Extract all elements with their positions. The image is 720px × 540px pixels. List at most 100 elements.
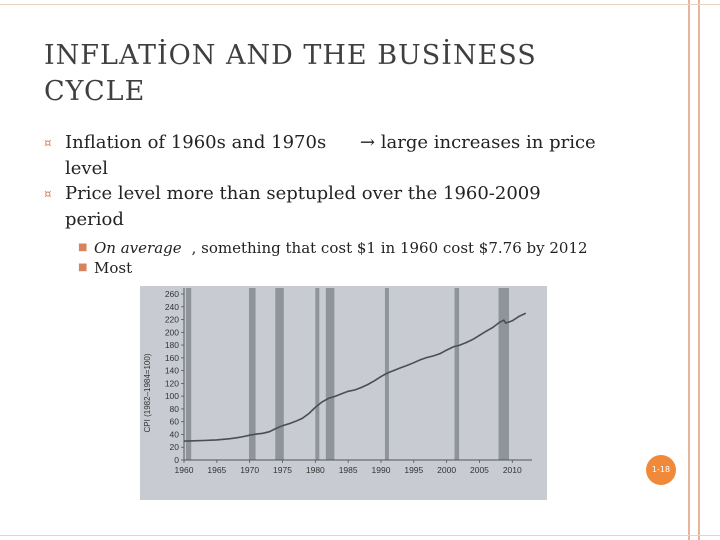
recession-band <box>275 288 284 460</box>
sub-bullet-marker-icon: ■ <box>78 242 88 253</box>
bullet-marker-icon: ¤ <box>44 136 52 150</box>
sub-bullet-most: ■ Most <box>44 258 604 278</box>
cpi-point <box>360 386 362 389</box>
x-tick-label: 1965 <box>207 465 226 475</box>
bullet-inflation: ¤ Inflation of 1960s and 1970s → large i… <box>44 130 604 181</box>
cpi-point <box>314 406 316 408</box>
cpi-point <box>503 319 505 321</box>
y-axis-label: CPI (1982–1984=100) <box>143 353 152 432</box>
cpi-point <box>222 438 224 440</box>
cpi-point <box>505 322 507 324</box>
y-tick-label: 220 <box>165 315 179 325</box>
cpi-point <box>275 427 277 430</box>
y-tick-label: 200 <box>165 327 179 337</box>
cpi-point <box>288 423 290 425</box>
cpi-point <box>354 389 356 391</box>
recession-band <box>249 288 256 460</box>
recession-band <box>498 288 510 460</box>
cpi-point <box>373 380 376 382</box>
cpi-point <box>485 330 487 332</box>
top-rule <box>0 4 720 5</box>
cpi-point <box>413 362 415 364</box>
bullet-marker-icon: ¤ <box>44 187 52 201</box>
x-tick-label: 1975 <box>273 465 292 475</box>
cpi-point <box>295 420 297 422</box>
y-tick-label: 20 <box>170 442 180 452</box>
cpi-point <box>478 334 481 336</box>
chart-axes: 0 20 40 60 80 100 120 140 160 180 200 220 240 260 1960… <box>165 288 532 475</box>
x-tick-label: 1970 <box>240 465 259 475</box>
slide-title: INFLATİON AND THE BUSİNESS CYCLE <box>44 40 537 107</box>
x-tick-label: 1985 <box>339 465 358 475</box>
cpi-point <box>308 413 310 415</box>
cpi-point <box>518 315 520 318</box>
y-tick-label: 260 <box>165 289 179 299</box>
y-tick-label: 40 <box>170 429 180 439</box>
cpi-point <box>255 433 257 435</box>
x-tick-label: 1960 <box>175 465 194 475</box>
cpi-series <box>183 312 527 442</box>
cpi-point <box>189 440 192 442</box>
cpi-point <box>446 349 448 351</box>
x-tick-label: 2000 <box>437 465 456 475</box>
y-tick-label: 0 <box>174 455 179 465</box>
bullet-price-level: ¤ Price level more than septupled over t… <box>44 181 604 232</box>
y-tick-label: 160 <box>165 353 179 363</box>
cpi-line <box>183 312 526 442</box>
cpi-point <box>262 432 264 434</box>
cpi-point <box>216 439 218 441</box>
y-tick-label: 180 <box>165 340 179 350</box>
cpi-point <box>203 439 205 442</box>
y-tick-label: 60 <box>170 417 180 427</box>
cpi-point <box>498 321 500 324</box>
x-tick-label: 2010 <box>503 465 522 475</box>
x-tick-label: 1990 <box>372 465 391 475</box>
sub-bullet-average-em: On average <box>94 239 182 257</box>
cpi-point <box>196 440 198 442</box>
cpi-point <box>511 320 513 322</box>
cpi-point <box>347 390 349 392</box>
cpi-point <box>393 369 395 372</box>
arrow-right-icon: → <box>359 132 376 153</box>
cpi-point <box>340 393 343 395</box>
cpi-point <box>432 355 435 357</box>
cpi-point <box>281 425 284 427</box>
recession-band <box>315 288 320 460</box>
cpi-point <box>209 439 211 441</box>
cpi-point <box>400 367 402 369</box>
cpi-point <box>380 375 382 378</box>
sub-bullet-most-text: Most <box>94 259 133 277</box>
cpi-point <box>406 364 408 366</box>
cpi-point <box>334 395 336 398</box>
cpi-point <box>419 359 421 361</box>
cpi-point <box>229 438 231 440</box>
page-number-badge: 1-18 <box>646 455 676 485</box>
cpi-point <box>301 417 303 419</box>
y-tick-label: 80 <box>170 404 180 414</box>
sub-bullet-marker-icon: ■ <box>78 262 88 273</box>
cpi-point <box>235 437 238 439</box>
sub-bullet-average: ■ On average , something that cost $1 in … <box>44 238 604 258</box>
recession-band <box>185 288 192 460</box>
cpi-point <box>439 353 441 355</box>
cpi-point <box>465 341 467 344</box>
cpi-point <box>426 356 428 359</box>
y-tick-label: 120 <box>165 378 179 388</box>
cpi-point <box>524 312 527 315</box>
cpi-point <box>492 327 494 329</box>
recession-band <box>454 288 460 460</box>
cpi-point <box>452 346 454 348</box>
y-tick-label: 140 <box>165 366 179 376</box>
x-tick-label: 1980 <box>306 465 325 475</box>
x-tick-label: 1995 <box>404 465 423 475</box>
bottom-rule <box>0 535 720 536</box>
cpi-point <box>327 397 330 399</box>
bullet-price-level-text: Price level more than septupled over the… <box>65 183 541 230</box>
recession-band <box>325 288 335 460</box>
x-tick-label: 2005 <box>470 465 489 475</box>
cpi-point <box>249 434 251 436</box>
y-tick-label: 100 <box>165 391 179 401</box>
cpi-point <box>459 344 461 346</box>
right-border-line <box>688 0 690 540</box>
cpi-chart: 0 20 40 60 80 100 120 140 160 180 200 220 240 260 1960… <box>140 286 547 500</box>
